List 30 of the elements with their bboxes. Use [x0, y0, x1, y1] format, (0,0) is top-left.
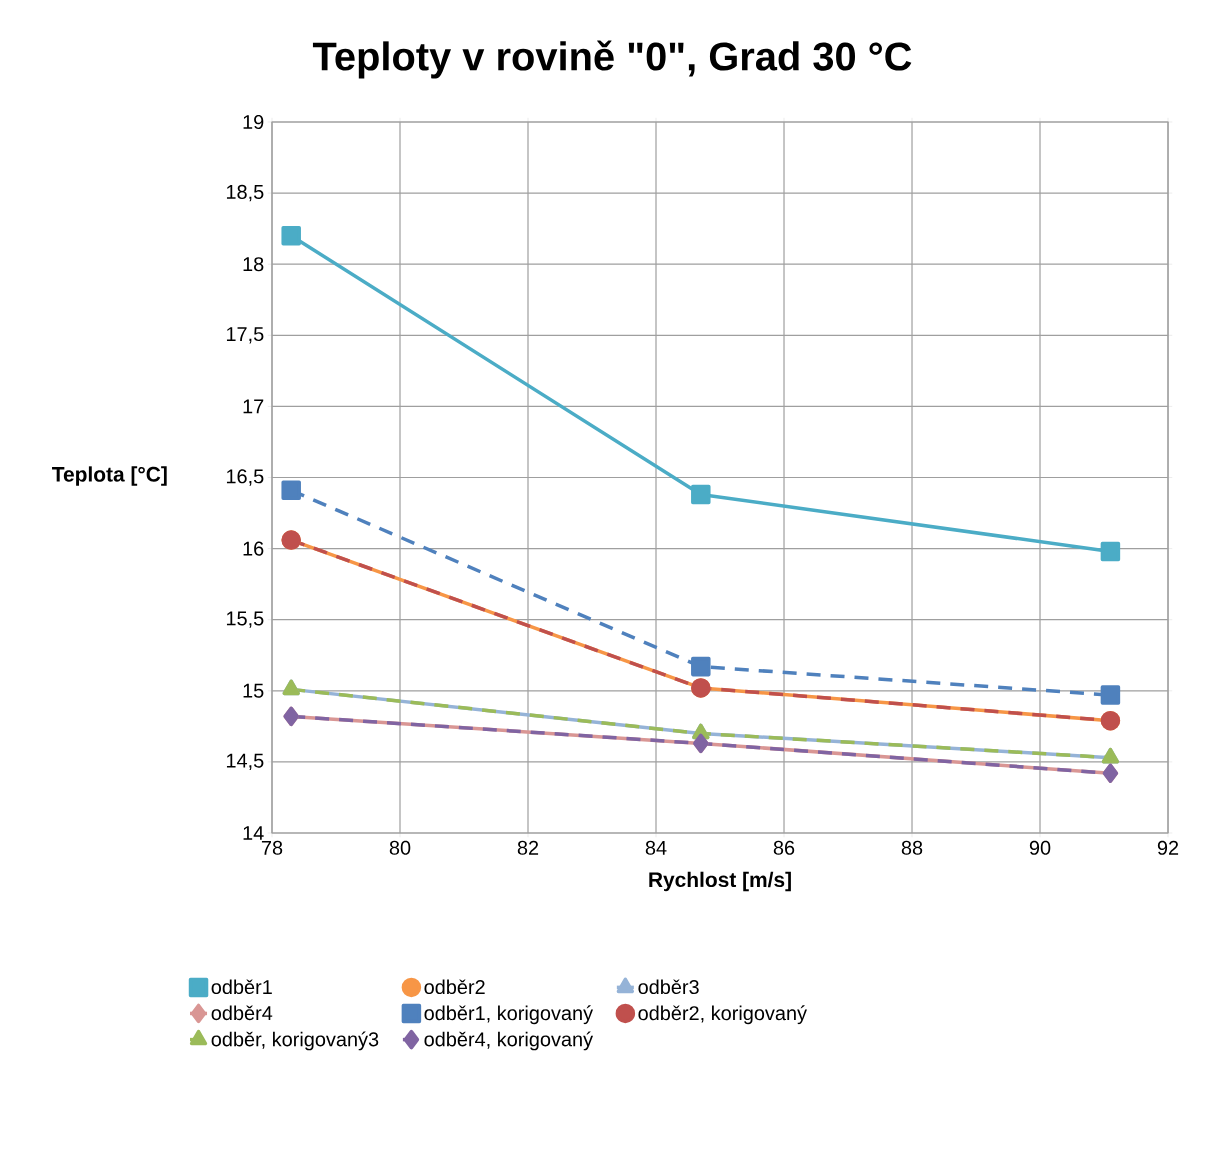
y-tick-label: 14 [243, 826, 264, 840]
x-tick-label: 82 [517, 840, 539, 855]
legend-label: odběr, korigovaný3 [211, 1031, 379, 1051]
y-tick-label: 17 [243, 399, 264, 414]
x-tick-label: 90 [1029, 840, 1051, 855]
legend-label: odběr2 [424, 979, 485, 995]
legend-label: odběr3 [638, 979, 699, 995]
legend-label: odběr2, korigovaný [638, 1005, 807, 1025]
x-tick-label: 86 [773, 840, 795, 855]
x-tick-label: 88 [901, 840, 923, 855]
x-tick-label: 92 [1157, 840, 1179, 855]
chart-title: Teploty v rovině "0", Grad 30 °C [312, 40, 912, 79]
y-tick-label: 19 [243, 114, 264, 130]
y-tick-label: 18 [243, 257, 264, 272]
x-axis-title: Rychlost [m/s] [649, 871, 791, 892]
y-tick-label: 16 [243, 541, 264, 556]
x-tick-label: 78 [261, 840, 283, 855]
legend-label: odběr4, korigovaný [424, 1031, 594, 1051]
y-tick-label: 15 [243, 683, 264, 698]
legend-label: odběr1, korigovaný [424, 1005, 594, 1025]
y-tick-label: 16,5 [226, 469, 264, 486]
x-tick-label: 84 [645, 840, 667, 855]
y-tick-label: 15,5 [226, 611, 264, 628]
y-axis-title: Teplota [°C] [52, 466, 167, 486]
legend-label: odběr1 [211, 979, 272, 995]
y-tick-label: 14,5 [226, 753, 264, 771]
x-tick-label: 80 [389, 840, 411, 855]
y-tick-label: 17,5 [226, 327, 264, 344]
legend-label: odběr4 [211, 1005, 273, 1021]
y-tick-label: 18,5 [226, 184, 264, 202]
